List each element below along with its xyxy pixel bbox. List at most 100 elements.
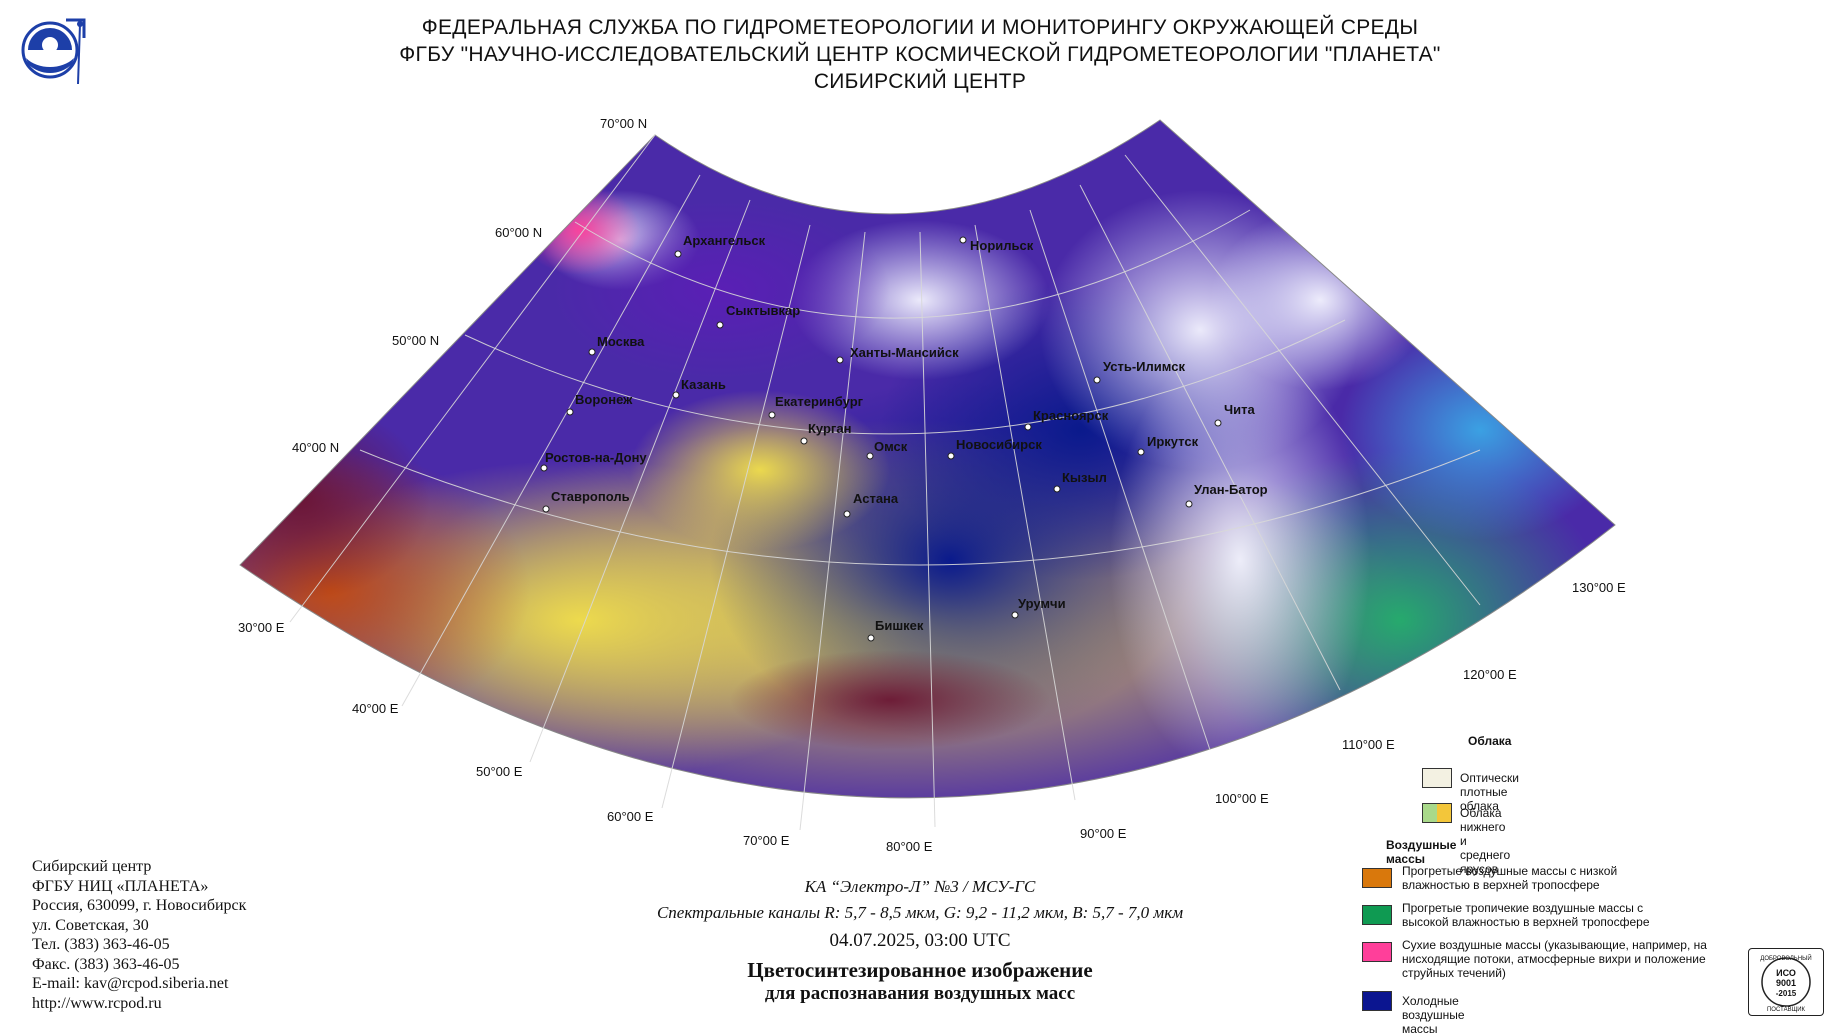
contact-line: Россия, 630099, г. Новосибирск xyxy=(32,897,247,914)
legend-swatch-cold xyxy=(1362,991,1392,1011)
svg-text:Усть-Илимск: Усть-Илимск xyxy=(1103,359,1185,374)
legend-warm-tropical: Прогретые тропичекие воздушные массы с в… xyxy=(1402,901,1650,929)
contact-email-link[interactable]: E-mail: kav@rcpod.siberia.net xyxy=(32,975,229,992)
contact-info: Сибирский центр ФГБУ НИЦ «ПЛАНЕТА» Росси… xyxy=(32,857,246,1013)
cert-text-iso: ИСО xyxy=(1776,968,1796,978)
legend-low-mid-clouds: Облака нижнего и среднего ярусов xyxy=(1460,806,1511,876)
lat-label: 40°00 N xyxy=(292,440,339,455)
cert-text-bottom: ПОСТАВЩИК xyxy=(1767,1007,1806,1013)
contact-website-link[interactable]: http://www.rcpod.ru xyxy=(32,994,162,1012)
city-ulan-bator: Улан-Батор xyxy=(1185,482,1268,508)
header-line-2: ФГБУ "НАУЧНО-ИССЛЕДОВАТЕЛЬСКИЙ ЦЕНТР КОС… xyxy=(399,43,1441,66)
contact-line: ФГБУ НИЦ «ПЛАНЕТА» xyxy=(32,877,209,895)
caption-channels: Спектральные каналы R: 5,7 - 8,5 мкм, G:… xyxy=(656,903,1184,922)
header-line-3: СИБИРСКИЙ ЦЕНТР xyxy=(813,70,1027,93)
city-irkutsk: Иркутск xyxy=(1137,434,1199,456)
contact-fax: Факс. (383) 363-46-05 xyxy=(32,955,180,973)
contact-phone: Тел. (383) 363-46-05 xyxy=(32,936,170,953)
legend-swatch-low-mid xyxy=(1422,803,1452,823)
city-moscow: Москва xyxy=(588,334,645,356)
city-stavropol: Ставрополь xyxy=(542,489,630,513)
city-rostov: Ростов-на-Дону xyxy=(540,450,647,472)
svg-text:Ростов-на-Дону: Ростов-на-Дону xyxy=(545,450,647,465)
city-voronezh: Воронеж xyxy=(566,392,633,416)
caption-satellite: КА “Электро-Л” №3 / МСУ-ГС xyxy=(804,877,1036,896)
lon-label: 50°00 E xyxy=(476,764,523,779)
cert-text-year: -2015 xyxy=(1776,989,1797,998)
lon-label: 60°00 E xyxy=(607,809,654,824)
svg-text:Казань: Казань xyxy=(681,377,726,392)
meridian-lines xyxy=(289,134,1481,831)
city-astana: Астана xyxy=(843,491,899,518)
svg-text:Норильск: Норильск xyxy=(970,238,1034,253)
city-khanty-mansiysk: Ханты-Мансийск xyxy=(836,345,959,364)
lon-label: 130°00 E xyxy=(1572,580,1626,595)
lat-label: 50°00 N xyxy=(392,333,439,348)
lon-label: 30°00 E xyxy=(238,620,285,635)
cert-text-number: 9001 xyxy=(1776,978,1796,988)
header-line-1: ФЕДЕРАЛЬНАЯ СЛУЖБА ПО ГИДРОМЕТЕОРОЛОГИИ … xyxy=(421,16,1419,39)
svg-text:Красноярск: Красноярск xyxy=(1033,408,1109,423)
city-norilsk: Норильск xyxy=(959,236,1034,253)
lon-label: 110°00 E xyxy=(1342,737,1395,752)
svg-text:Урумчи: Урумчи xyxy=(1018,596,1066,611)
city-novosibirsk: Новосибирск xyxy=(947,437,1042,460)
legend-air-header: Воздушные массы xyxy=(1386,838,1457,866)
contact-line: Сибирский центр xyxy=(32,858,152,875)
svg-text:Архангельск: Архангельск xyxy=(683,233,766,248)
lon-label: 40°00 E xyxy=(352,701,399,716)
city-ust-ilimsk: Усть-Илимск xyxy=(1093,359,1185,384)
planeta-logo xyxy=(14,12,90,92)
svg-text:Кызыл: Кызыл xyxy=(1062,470,1107,485)
lon-label: 100°00 E xyxy=(1215,791,1269,806)
svg-text:Новосибирск: Новосибирск xyxy=(956,437,1042,452)
legend-warm-low: Прогретые воздушные массы с низкой влажн… xyxy=(1402,864,1618,892)
city-kyzyl: Кызыл xyxy=(1053,470,1107,493)
lat-label: 70°00 N xyxy=(600,116,647,131)
legend-cold: Холодные воздушные массы xyxy=(1402,994,1465,1036)
svg-text:Екатеринбург: Екатеринбург xyxy=(775,394,864,409)
svg-text:Ставрополь: Ставрополь xyxy=(551,489,630,504)
header: ФЕДЕРАЛЬНАЯ СЛУЖБА ПО ГИДРОМЕТЕОРОЛОГИИ … xyxy=(0,14,1840,95)
legend-dense-clouds: Оптически плотные облака xyxy=(1460,771,1519,813)
city-kurgan: Курган xyxy=(800,421,851,445)
svg-text:Сыктывкар: Сыктывкар xyxy=(726,303,800,318)
iso-certificate-badge: ДОБРОВОЛЬНЫЙ ИСО 9001 -2015 ПОСТАВЩИК xyxy=(1748,948,1824,1016)
legend-dry: Сухие воздушные массы (указывающие, напр… xyxy=(1402,938,1707,980)
lon-label: 90°00 E xyxy=(1080,826,1127,841)
caption-title-2: для распознавания воздушных масс xyxy=(764,983,1076,1004)
legend-clouds-header: Облака xyxy=(1468,734,1512,748)
lon-label: 120°00 E xyxy=(1463,667,1517,682)
legend-swatch-dense xyxy=(1422,768,1452,788)
legend-swatch-warm-tropical xyxy=(1362,905,1392,925)
city-krasnoyarsk: Красноярск xyxy=(1024,408,1109,431)
svg-text:Астана: Астана xyxy=(853,491,899,506)
legend-swatch-dry xyxy=(1362,942,1392,962)
svg-text:Воронеж: Воронеж xyxy=(575,392,633,407)
svg-text:Бишкек: Бишкек xyxy=(875,618,924,633)
lon-label: 70°00 E xyxy=(743,833,790,848)
city-kazan: Казань xyxy=(672,377,726,399)
city-bishkek: Бишкек xyxy=(867,618,924,642)
caption-datetime: 04.07.2025, 03:00 UTC xyxy=(829,930,1011,951)
city-chita: Чита xyxy=(1214,402,1255,427)
svg-text:Чита: Чита xyxy=(1224,402,1255,417)
svg-text:Курган: Курган xyxy=(808,421,851,436)
svg-text:Омск: Омск xyxy=(874,439,908,454)
latitude-labels: 70°00 N 60°00 N 50°00 N 40°00 N xyxy=(292,116,647,455)
svg-text:Улан-Батор: Улан-Батор xyxy=(1194,482,1268,497)
latitude-lines xyxy=(359,209,1481,566)
contact-line: ул. Советская, 30 xyxy=(32,916,149,934)
svg-text:Иркутск: Иркутск xyxy=(1147,434,1199,449)
lon-label: 80°00 E xyxy=(886,839,933,854)
caption-title-1: Цветосинтезированное изображение xyxy=(747,958,1093,982)
longitude-labels: 30°00 E 40°00 E 50°00 E 60°00 E 70°00 E … xyxy=(238,580,1626,854)
city-urumqi: Урумчи xyxy=(1011,596,1066,619)
lat-label: 60°00 N xyxy=(495,225,542,240)
svg-text:Ханты-Мансийск: Ханты-Мансийск xyxy=(850,345,959,360)
svg-text:Москва: Москва xyxy=(597,334,645,349)
city-yekaterinburg: Екатеринбург xyxy=(768,394,864,419)
city-omsk: Омск xyxy=(866,439,908,460)
city-labels: Архангельск Норильск Сыктывкар Москва Ха… xyxy=(540,233,1268,642)
